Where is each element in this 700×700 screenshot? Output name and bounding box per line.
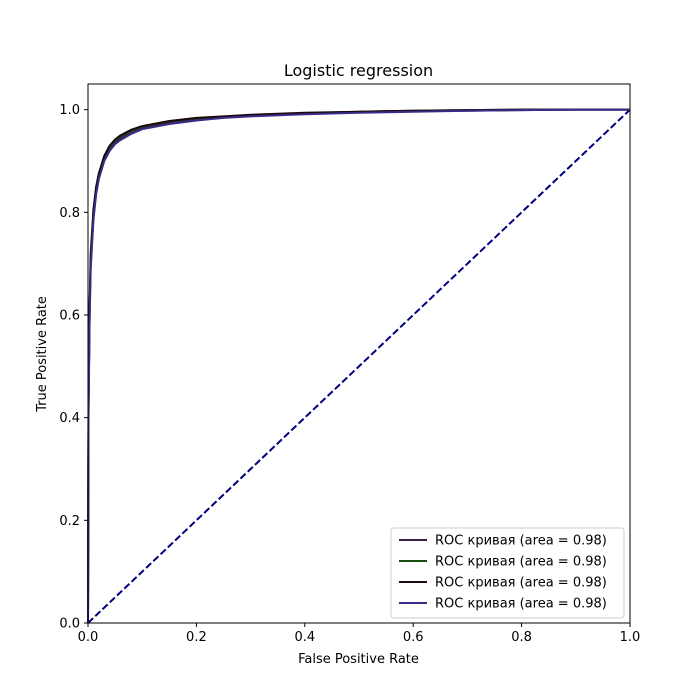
y-tick-label: 0.2	[59, 514, 80, 529]
legend-box	[390, 527, 625, 619]
x-axis-ticks: 0.0 0.2 0.4 0.6 0.8 1.0	[78, 623, 641, 645]
y-axis-label: True Positive Rate	[35, 296, 50, 413]
x-axis-label: False Positive Rate	[298, 652, 419, 667]
y-axis-ticks: 0.0 0.2 0.4 0.6 0.8 1.0	[59, 103, 88, 632]
y-tick-label: 1.0	[59, 103, 80, 118]
y-tick-label: 0.8	[59, 206, 80, 221]
x-tick-label: 0.2	[186, 630, 207, 645]
x-tick-label: 0.4	[294, 630, 315, 645]
x-tick-label: 0.0	[78, 630, 99, 645]
legend-entry-label: ROC кривая (area = 0.98)	[435, 555, 607, 570]
x-tick-label: 1.0	[620, 630, 641, 645]
legend-entry-label: ROC кривая (area = 0.98)	[435, 534, 607, 549]
baseline-diagonal	[87, 108, 631, 624]
legend-entry-label: ROC кривая (area = 0.98)	[435, 576, 607, 591]
x-tick-label: 0.6	[403, 630, 424, 645]
legend-entry-label: ROC кривая (area = 0.98)	[435, 597, 607, 612]
y-tick-label: 0.6	[59, 309, 80, 324]
y-tick-label: 0.4	[59, 411, 80, 426]
y-tick-label: 0.0	[59, 617, 80, 632]
x-tick-label: 0.8	[511, 630, 532, 645]
legend: ROC кривая (area = 0.98) ROC кривая (area…	[390, 527, 625, 619]
chart-title: Logistic regression	[284, 61, 433, 80]
plot-area	[87, 83, 631, 624]
roc-series-line-4	[87, 108, 630, 624]
axes-frame	[87, 83, 631, 624]
